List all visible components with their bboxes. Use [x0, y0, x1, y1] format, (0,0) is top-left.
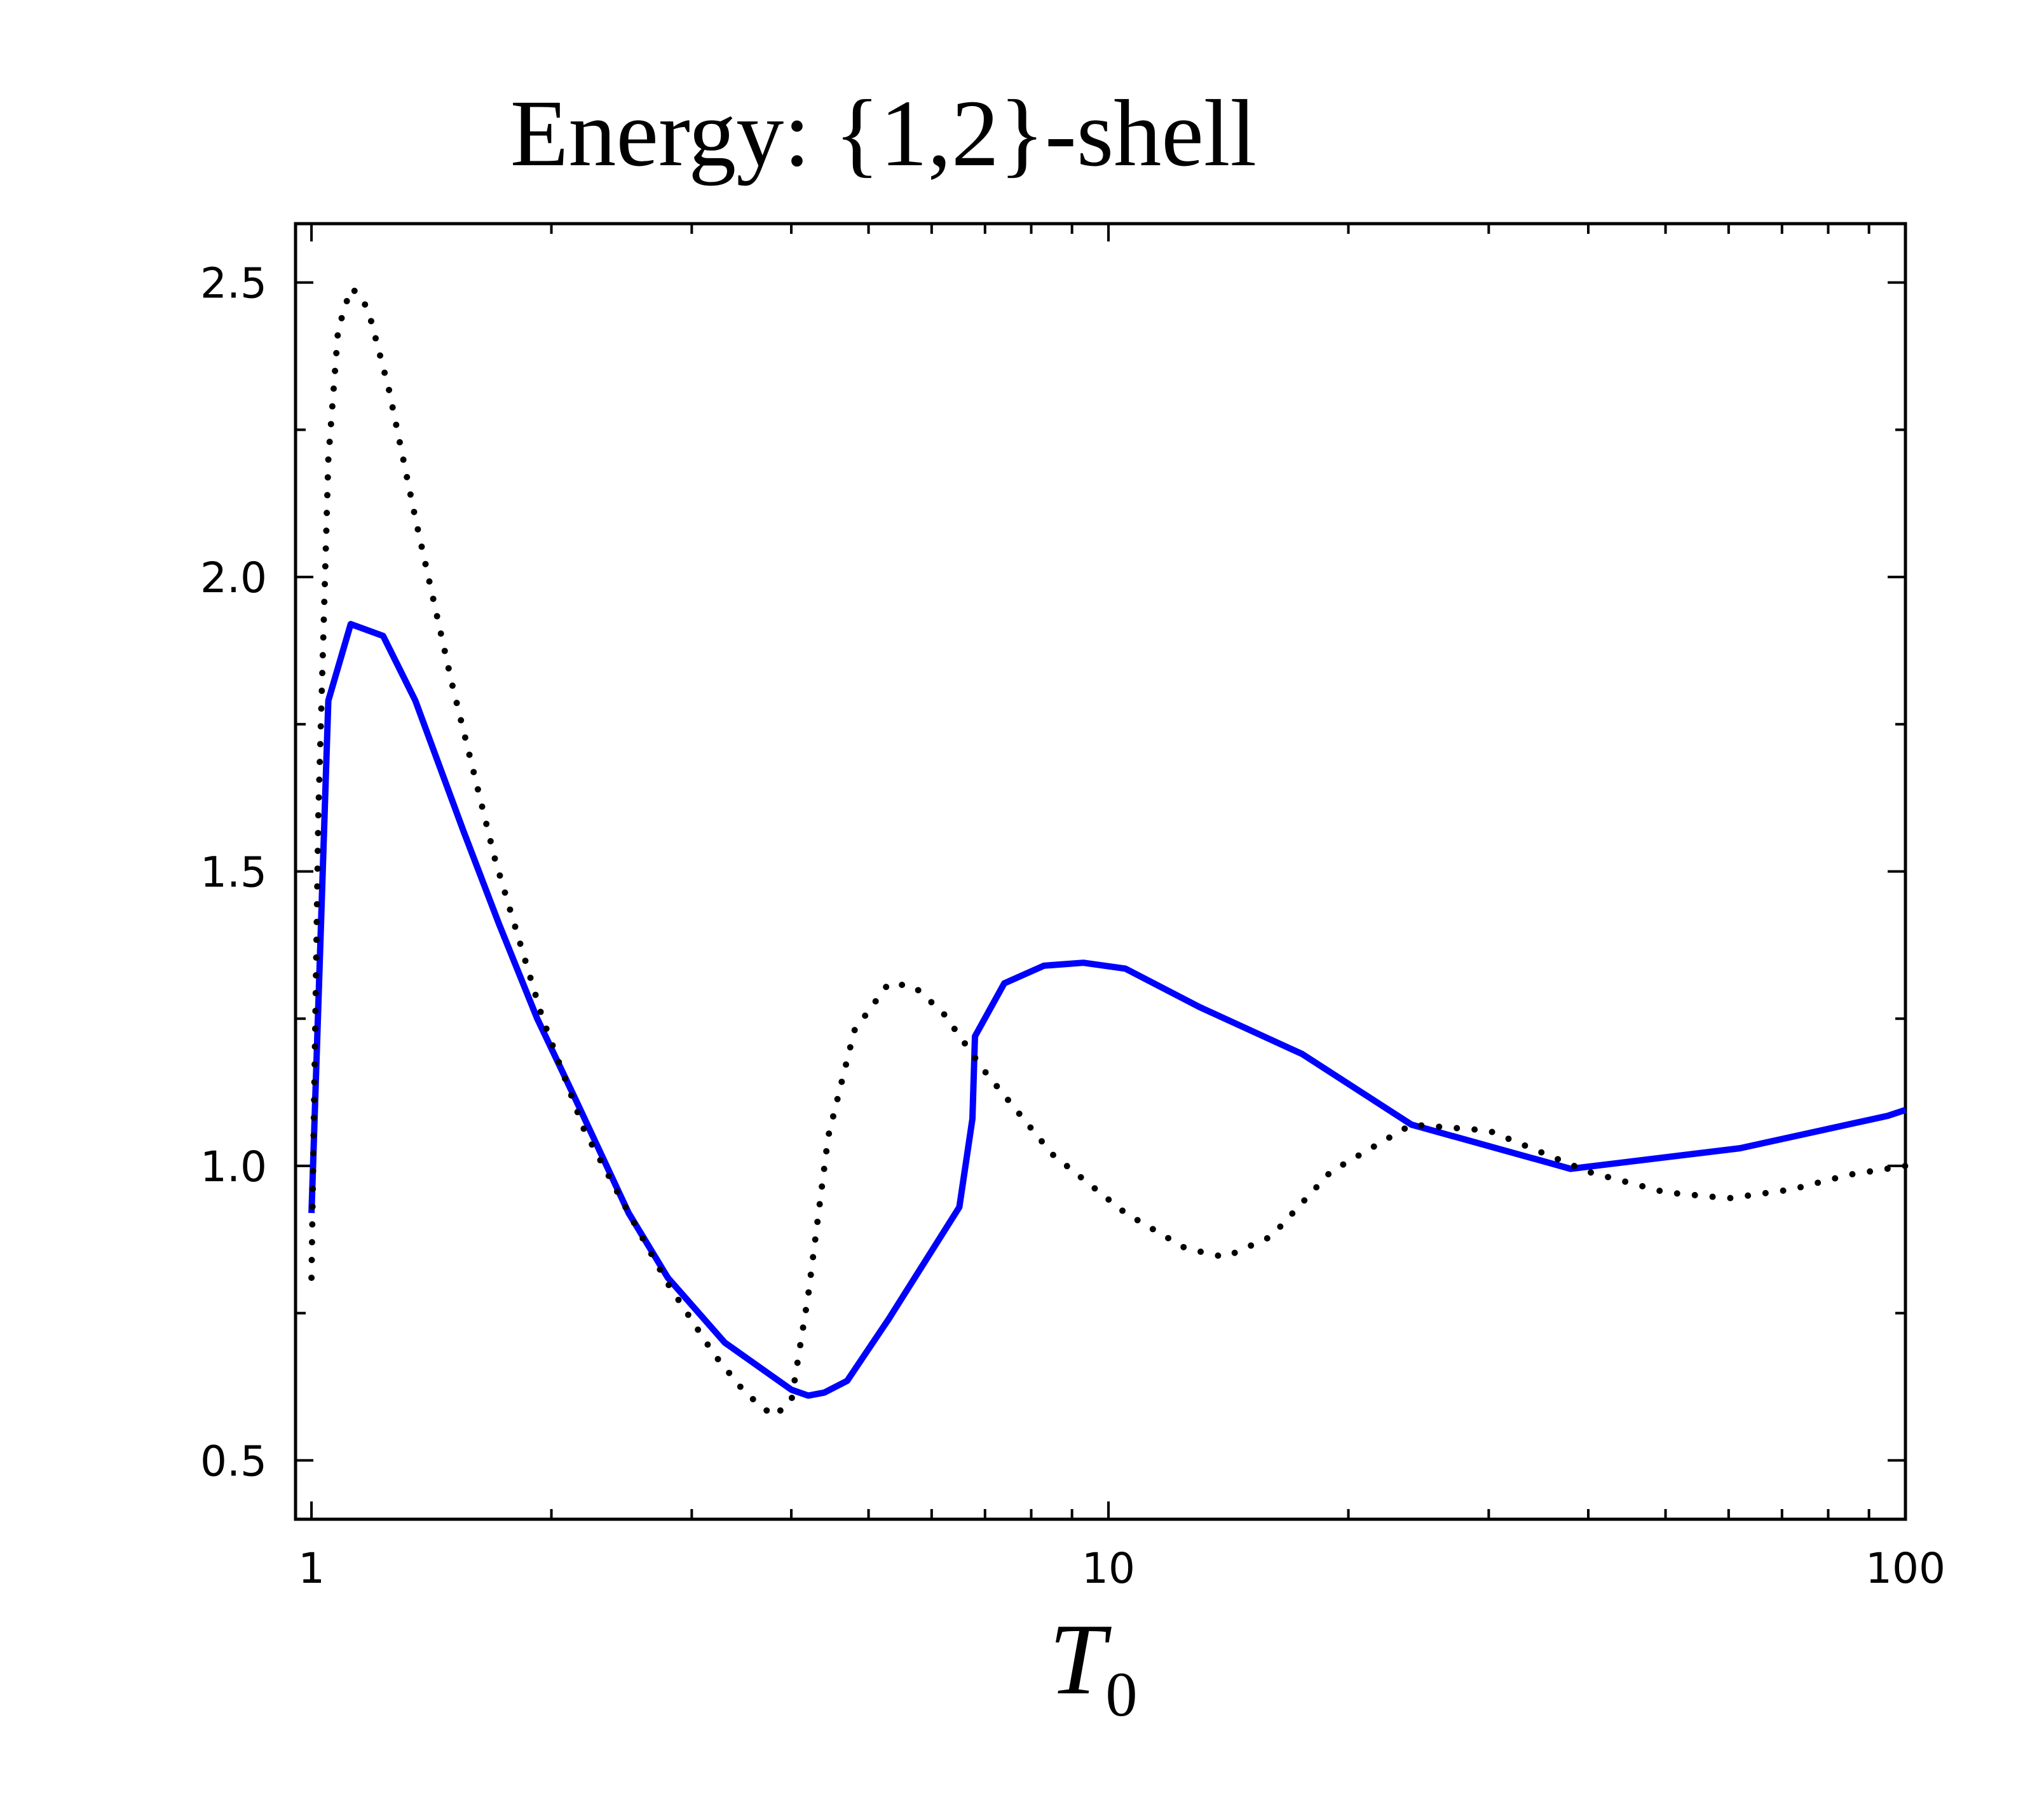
y-tick-label: 2.5 [200, 259, 267, 308]
x-tick-label: 10 [1082, 1544, 1135, 1593]
x-axis-label: T0 [1049, 1602, 1138, 1730]
series-dotted-line [308, 285, 1909, 1419]
x-tick-labels: 1 10 100 [298, 1544, 1945, 1593]
chart-title: Energy: {1,2}-shell [510, 81, 1257, 186]
x-axis-label-subscript: 0 [1105, 1659, 1137, 1730]
series-layer [308, 285, 1909, 1419]
y-tick-label: 1.0 [200, 1142, 267, 1191]
x-tick-label: 1 [298, 1544, 325, 1593]
x-tick-label: 100 [1865, 1544, 1945, 1593]
y-tick-label: 2.0 [200, 553, 267, 602]
plot-frame [294, 222, 1907, 1521]
y-tick-labels: 0.5 1.0 1.5 2.0 2.5 [200, 259, 267, 1486]
x-axis-label-main: T [1049, 1602, 1112, 1716]
series-solid-line [308, 621, 1907, 1399]
y-tick-label: 1.5 [200, 848, 267, 897]
axis-ticks [296, 224, 1907, 1519]
y-tick-label: 0.5 [200, 1437, 267, 1486]
